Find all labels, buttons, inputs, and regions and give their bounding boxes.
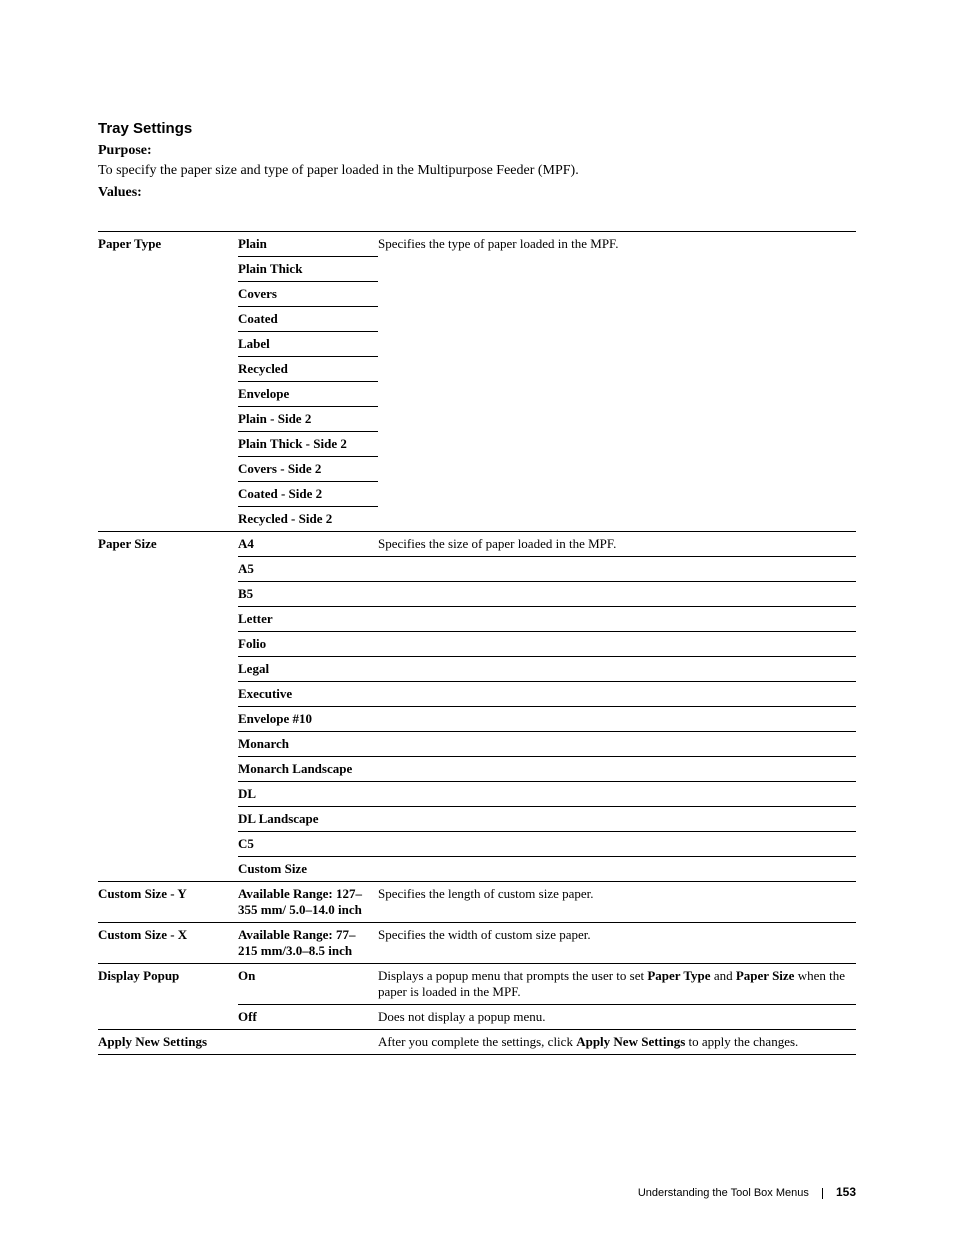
purpose-text: To specify the paper size and type of pa… xyxy=(98,163,856,179)
option-on: On xyxy=(238,964,378,1005)
option-monarch-landscape: Monarch Landscape xyxy=(238,757,378,782)
option-letter: Letter xyxy=(238,607,378,632)
row-label-paper-size: Paper Size xyxy=(98,532,238,557)
desc-custom-y: Specifies the length of custom size pape… xyxy=(378,882,856,923)
row-label-display-popup: Display Popup xyxy=(98,964,238,1005)
values-label: Values: xyxy=(98,185,856,201)
row-label-apply: Apply New Settings xyxy=(98,1030,238,1055)
option-coated-side2: Coated - Side 2 xyxy=(238,482,378,507)
option-b5: B5 xyxy=(238,582,378,607)
option-envelope: Envelope xyxy=(238,382,378,407)
footer-text: Understanding the Tool Box Menus xyxy=(638,1187,809,1199)
page-footer: Understanding the Tool Box Menus 153 xyxy=(98,1185,856,1199)
option-recycled: Recycled xyxy=(238,357,378,382)
row-label-custom-x: Custom Size - X xyxy=(98,923,238,964)
option-c5: C5 xyxy=(238,832,378,857)
option-monarch: Monarch xyxy=(238,732,378,757)
option-plain: Plain xyxy=(238,232,378,257)
option-plain-side2: Plain - Side 2 xyxy=(238,407,378,432)
section-heading: Tray Settings xyxy=(98,120,856,137)
option-custom-size: Custom Size xyxy=(238,857,378,882)
row-label-paper-type: Paper Type xyxy=(98,232,238,257)
desc-apply: After you complete the settings, click A… xyxy=(378,1030,856,1055)
option-plain-thick-side2: Plain Thick - Side 2 xyxy=(238,432,378,457)
option-coated: Coated xyxy=(238,307,378,332)
option-executive: Executive xyxy=(238,682,378,707)
option-recycled-side2: Recycled - Side 2 xyxy=(238,507,378,532)
range-custom-x: Available Range: 77–215 mm/3.0–8.5 inch xyxy=(238,923,378,964)
row-label-custom-y: Custom Size - Y xyxy=(98,882,238,923)
desc-paper-size: Specifies the size of paper loaded in th… xyxy=(378,532,856,557)
option-plain-thick: Plain Thick xyxy=(238,257,378,282)
option-a5: A5 xyxy=(238,557,378,582)
desc-display-popup-off: Does not display a popup menu. xyxy=(378,1005,856,1030)
option-envelope10: Envelope #10 xyxy=(238,707,378,732)
page-number: 153 xyxy=(836,1185,856,1199)
settings-table: Paper Type Plain Specifies the type of p… xyxy=(98,231,856,1055)
option-label: Label xyxy=(238,332,378,357)
desc-display-popup-on: Displays a popup menu that prompts the u… xyxy=(378,964,856,1005)
option-dl: DL xyxy=(238,782,378,807)
option-folio: Folio xyxy=(238,632,378,657)
option-a4: A4 xyxy=(238,532,378,557)
option-covers: Covers xyxy=(238,282,378,307)
desc-custom-x: Specifies the width of custom size paper… xyxy=(378,923,856,964)
purpose-label: Purpose: xyxy=(98,143,856,159)
option-legal: Legal xyxy=(238,657,378,682)
option-dl-landscape: DL Landscape xyxy=(238,807,378,832)
option-off: Off xyxy=(238,1005,378,1030)
option-covers-side2: Covers - Side 2 xyxy=(238,457,378,482)
range-custom-y: Available Range: 127–355 mm/ 5.0–14.0 in… xyxy=(238,882,378,923)
desc-paper-type: Specifies the type of paper loaded in th… xyxy=(378,232,856,257)
